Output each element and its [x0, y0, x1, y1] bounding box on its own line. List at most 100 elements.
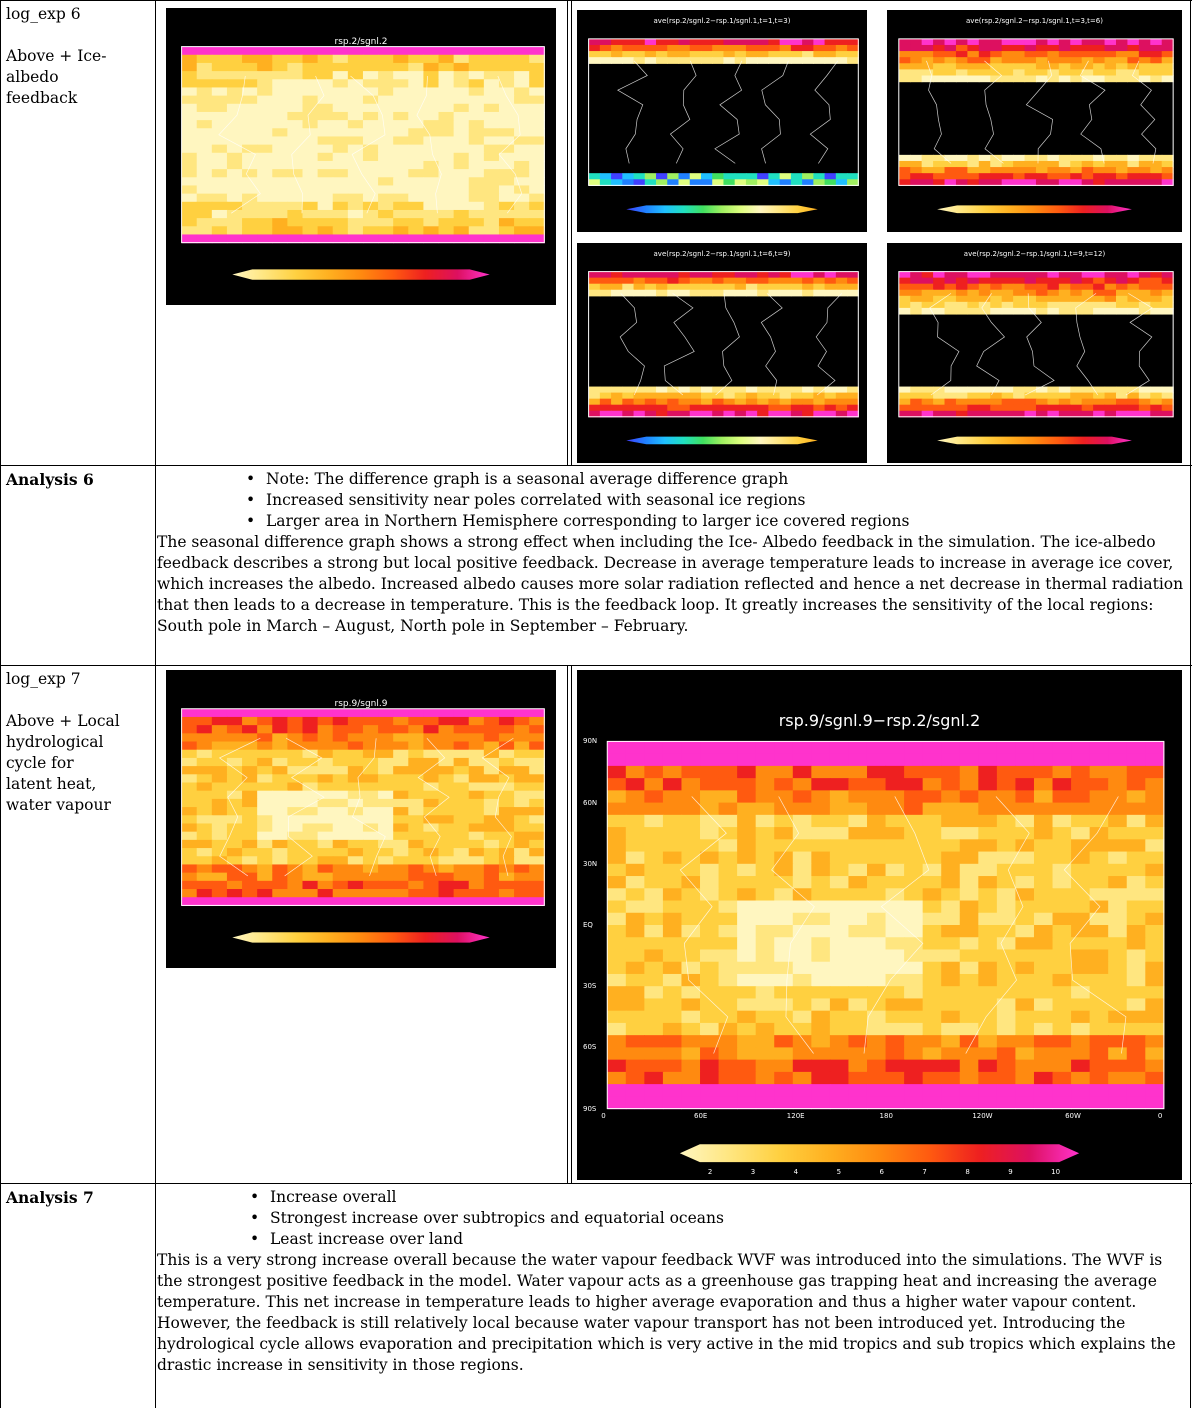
map-cell: [378, 96, 394, 105]
map-cell: [904, 1084, 923, 1097]
map-cell: [700, 1047, 719, 1060]
map-cell: [1090, 741, 1109, 754]
map-cell: [393, 840, 409, 849]
map-cell: [904, 839, 923, 852]
map-cell: [622, 51, 634, 58]
map-cell: [719, 1011, 738, 1024]
paragraph: This is a very strong increase overall b…: [157, 1250, 1189, 1376]
map-cell: [469, 226, 485, 235]
map-cell: [644, 815, 663, 828]
map-cell: [848, 741, 867, 754]
map-cell: [811, 1023, 830, 1036]
map-cell: [469, 897, 485, 906]
map-cell: [634, 51, 646, 58]
map-cell: [499, 87, 515, 96]
map-cell: [469, 96, 485, 105]
map-cell: [791, 387, 803, 394]
map-cell: [867, 766, 886, 779]
map-cell: [644, 1096, 663, 1109]
map-cell: [333, 823, 349, 832]
map-cell: [723, 405, 735, 412]
map-cell: [967, 399, 979, 406]
map-cell: [1105, 284, 1117, 291]
map-cell: [303, 774, 319, 783]
map-cell: [933, 69, 945, 76]
map-cell: [514, 807, 530, 816]
map-cell: [811, 1084, 830, 1097]
map-cell: [644, 1023, 663, 1036]
map-cell: [1145, 852, 1164, 865]
map-cell: [645, 399, 657, 406]
map-cell: [723, 57, 735, 64]
map-cell: [1082, 284, 1094, 291]
map-cell: [1127, 57, 1139, 64]
map-cell: [802, 173, 814, 180]
map-cell: [723, 39, 735, 46]
map-cell: [1093, 173, 1105, 180]
map-cell: [499, 889, 515, 898]
map-cell: [333, 55, 349, 64]
map-cell: [899, 69, 911, 76]
map-cell: [867, 1084, 886, 1097]
map-cell: [242, 161, 258, 170]
map-cell: [811, 876, 830, 889]
map-cell: [1071, 901, 1090, 914]
map-cell: [333, 71, 349, 80]
map-cell: [626, 1047, 645, 1060]
map-cell: [990, 278, 1002, 285]
map-cell: [182, 71, 198, 80]
map-cell: [182, 717, 198, 726]
map-cell: [439, 226, 455, 235]
map-cell: [719, 839, 738, 852]
map-cell: [719, 937, 738, 950]
map-cell: [318, 145, 334, 154]
map-cell: [737, 766, 756, 779]
map-cell: [922, 51, 934, 58]
map-cell: [348, 55, 364, 64]
map-cell: [529, 815, 545, 824]
map-cell: [1090, 986, 1109, 999]
map-cell: [423, 717, 439, 726]
map-cell: [690, 393, 702, 400]
map-cell: [529, 55, 545, 64]
map-cell: [756, 790, 775, 803]
map-cell: [701, 39, 713, 46]
map-cell: [979, 278, 991, 285]
map-cell: [611, 405, 623, 412]
lat-label: 30S: [583, 982, 596, 990]
map-cell: [1013, 387, 1025, 394]
map-cell: [1053, 766, 1072, 779]
map-cell: [378, 750, 394, 759]
map-cell: [941, 803, 960, 816]
map-cell: [1034, 852, 1053, 865]
map-cell: [663, 839, 682, 852]
map-cell: [287, 210, 303, 219]
map-cell: [1002, 302, 1014, 309]
map-cell: [318, 185, 334, 194]
map-cell: [622, 272, 634, 279]
map-cell: [1047, 296, 1059, 303]
map-cell: [1162, 308, 1174, 315]
map-cell: [700, 803, 719, 816]
map-cell: [1034, 766, 1053, 779]
map-cell: [484, 750, 500, 759]
map-cell: [1116, 302, 1128, 309]
map-cell: [793, 949, 812, 962]
map-cell: [303, 807, 319, 816]
map-cell: [1105, 290, 1117, 297]
map-cell: [287, 63, 303, 72]
map-cell: [1036, 399, 1048, 406]
map-cell: [1090, 803, 1109, 816]
map-cell: [484, 848, 500, 857]
map-cell: [978, 827, 997, 840]
map-cell: [197, 742, 213, 751]
map-cell: [227, 742, 243, 751]
map-cell: [499, 185, 515, 194]
map-cell: [1145, 925, 1164, 938]
lon-label: 60W: [1065, 1112, 1081, 1120]
map-cell: [499, 120, 515, 129]
map-cell: [1053, 754, 1072, 767]
map-cell: [756, 1011, 775, 1024]
map-cell: [197, 799, 213, 808]
map-cell: [227, 881, 243, 890]
